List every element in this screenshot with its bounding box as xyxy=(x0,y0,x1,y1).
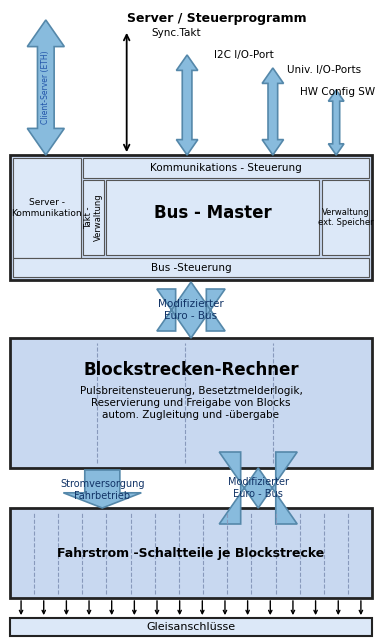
Text: Modifizierter
Euro - Bus: Modifizierter Euro - Bus xyxy=(158,300,224,321)
Bar xyxy=(83,180,104,255)
Text: HW Config SW: HW Config SW xyxy=(300,87,375,97)
Bar xyxy=(106,180,319,255)
Polygon shape xyxy=(27,20,64,155)
Text: Takt -
Verwaltung: Takt - Verwaltung xyxy=(84,194,103,241)
Text: Modifizierter
Euro - Bus: Modifizierter Euro - Bus xyxy=(228,477,289,499)
Bar xyxy=(10,155,372,280)
Polygon shape xyxy=(64,470,141,508)
Bar xyxy=(10,508,372,598)
Text: Kommunikations - Steuerung: Kommunikations - Steuerung xyxy=(150,163,302,173)
Polygon shape xyxy=(328,90,344,155)
Text: Server -
Kommunikation: Server - Kommunikation xyxy=(11,198,82,218)
Polygon shape xyxy=(176,55,198,155)
Bar xyxy=(13,258,369,277)
Text: Verwaltung
ext. Speicher: Verwaltung ext. Speicher xyxy=(318,208,373,227)
Polygon shape xyxy=(219,452,297,524)
Bar xyxy=(10,618,372,636)
Text: Bus -Steuerung: Bus -Steuerung xyxy=(151,262,231,273)
Text: Pulsbreitensteuerung, Besetztmelderlogik,
Reservierung und Freigabe von Blocks
a: Pulsbreitensteuerung, Besetztmelderlogik… xyxy=(80,387,302,420)
Text: Bus - Master: Bus - Master xyxy=(154,204,271,221)
Text: Gleisanschlüsse: Gleisanschlüsse xyxy=(147,622,236,632)
Text: I2C I/O-Port: I2C I/O-Port xyxy=(214,50,274,60)
Text: Sync.Takt: Sync.Takt xyxy=(151,28,201,38)
Text: Univ. I/O-Ports: Univ. I/O-Ports xyxy=(287,65,361,75)
Polygon shape xyxy=(157,282,225,338)
Bar xyxy=(321,180,369,255)
Text: Stromversorgung
Fahrbetrieb: Stromversorgung Fahrbetrieb xyxy=(60,479,145,501)
Bar xyxy=(83,158,369,178)
Text: Blockstrecken-Rechner: Blockstrecken-Rechner xyxy=(83,361,299,379)
Bar xyxy=(10,338,372,468)
Text: Fahrstrom -Schaltteile je Blockstrecke: Fahrstrom -Schaltteile je Blockstrecke xyxy=(57,547,325,559)
Text: Client-Server (ETH): Client-Server (ETH) xyxy=(41,50,50,124)
Bar xyxy=(13,158,81,258)
Polygon shape xyxy=(262,68,283,155)
Text: Server / Steuerprogramm: Server / Steuerprogramm xyxy=(127,12,306,25)
